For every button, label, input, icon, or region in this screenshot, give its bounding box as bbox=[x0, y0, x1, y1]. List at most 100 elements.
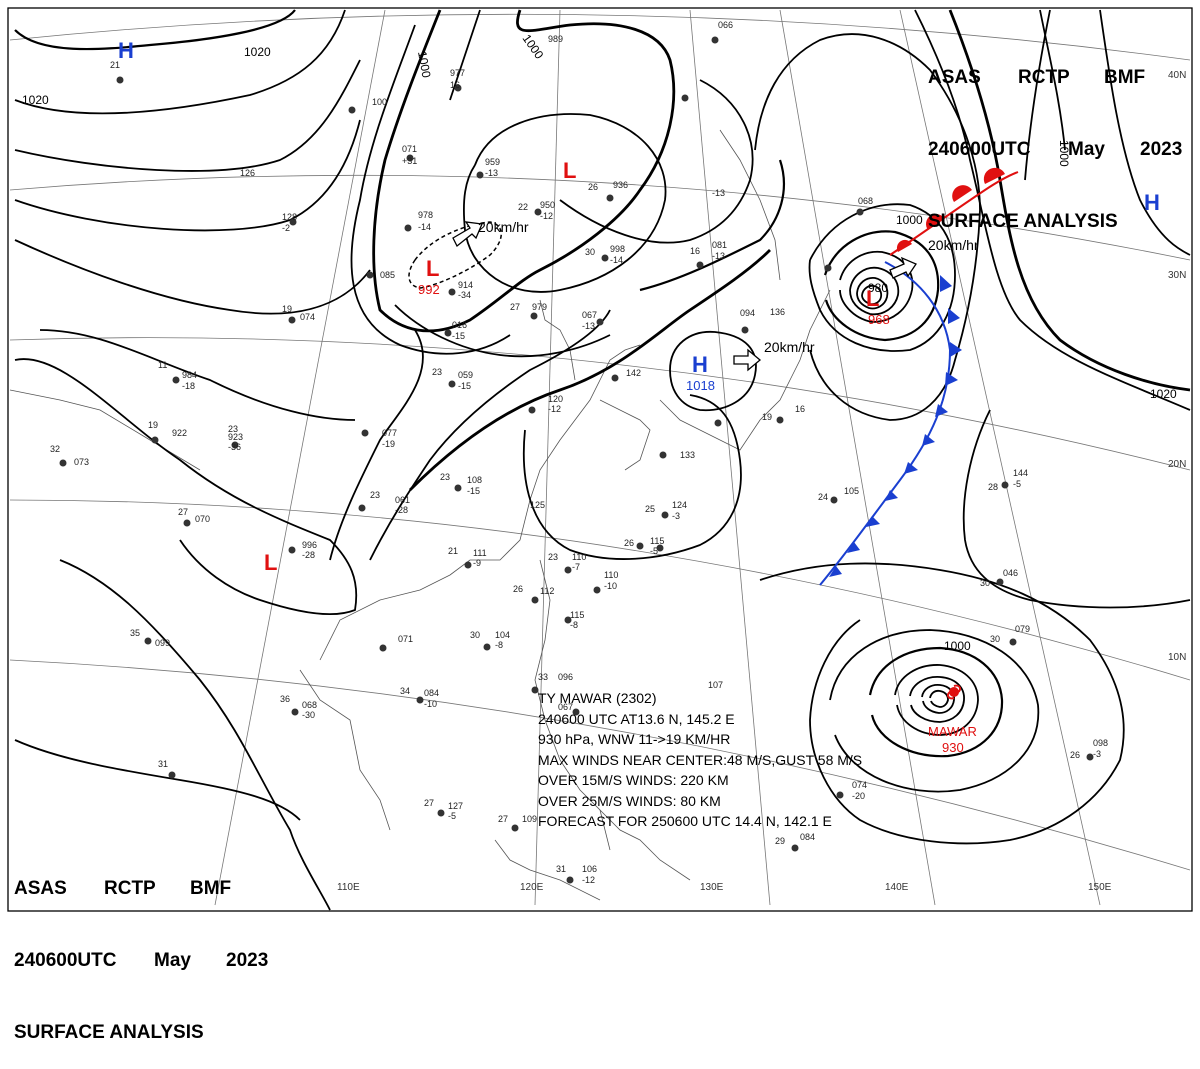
header-code-3: BMF bbox=[1104, 67, 1146, 88]
header-bottom-left: ASAS RCTP BMF 240600UTC May 2023 SURFACE… bbox=[14, 829, 268, 1069]
station-label: 128 bbox=[282, 212, 297, 222]
station-label: 19 bbox=[762, 412, 772, 422]
isobar-label: 1020 bbox=[1150, 387, 1177, 401]
station-label: 104 bbox=[495, 630, 510, 640]
station-label: -8 bbox=[495, 640, 503, 650]
station-label: 30 bbox=[585, 247, 595, 257]
station-label: 959 bbox=[485, 157, 500, 167]
station-label: 998 bbox=[610, 244, 625, 254]
station-label: 30 bbox=[980, 578, 990, 588]
station-label: 23 bbox=[370, 490, 380, 500]
station-label: 066 bbox=[718, 20, 733, 30]
high-center-pacific: H bbox=[1144, 190, 1160, 215]
station-label: 30 bbox=[470, 630, 480, 640]
station-label: 36 bbox=[280, 694, 290, 704]
high-center-nw: H bbox=[118, 38, 134, 63]
station-label: 979 bbox=[532, 302, 547, 312]
cold-front bbox=[819, 261, 962, 586]
station-label: 133 bbox=[680, 450, 695, 460]
station-label: 978 bbox=[418, 210, 433, 220]
station-label: 061 bbox=[395, 495, 410, 505]
station-label: 115 bbox=[650, 536, 664, 546]
station-label: 126 bbox=[240, 168, 255, 178]
station-label: -34 bbox=[458, 290, 471, 300]
lon-label-110: 110E bbox=[337, 882, 360, 893]
station-label: 144 bbox=[1013, 468, 1028, 478]
station-label: 067 bbox=[582, 310, 597, 320]
isobar-label: 1000 bbox=[944, 639, 971, 653]
station-label: 16 bbox=[690, 246, 700, 256]
station-label: -3 bbox=[672, 511, 680, 521]
station-label: 21 bbox=[110, 60, 120, 70]
station-label: 11 bbox=[158, 360, 167, 370]
station-label: -12 bbox=[548, 404, 561, 414]
typhoon-info-line: TY MAWAR (2302) bbox=[538, 690, 657, 706]
station-label: -14 bbox=[610, 255, 623, 265]
header-code-2: RCTP bbox=[1018, 67, 1070, 88]
header-year: 2023 bbox=[226, 950, 269, 971]
station-label: 34 bbox=[400, 686, 410, 696]
station-label: 142 bbox=[626, 368, 641, 378]
station-label: 127 bbox=[448, 801, 463, 811]
station-label: 073 bbox=[74, 457, 89, 467]
station-label: 094 bbox=[740, 308, 755, 318]
low-value-north-china: 992 bbox=[418, 282, 440, 297]
lon-label-120: 120E bbox=[520, 882, 544, 893]
typhoon-info-line: 240600 UTC AT13.6 N, 145.2 E bbox=[538, 710, 735, 727]
station-label: -15 bbox=[458, 381, 471, 391]
warm-front bbox=[889, 167, 1019, 256]
header-month: May bbox=[154, 950, 191, 971]
header-time: 240600UTC bbox=[14, 950, 117, 971]
motion-arrows bbox=[452, 221, 917, 372]
station-label: 071 bbox=[398, 634, 413, 644]
lat-label-20: 20N bbox=[1168, 459, 1186, 470]
station-label: -5 bbox=[448, 811, 456, 821]
station-label: 124 bbox=[672, 500, 687, 510]
motion-label-east-china-sea: 20km/hr bbox=[764, 339, 815, 355]
low-center-southwest-china: L bbox=[264, 550, 277, 575]
station-label: 26 bbox=[588, 182, 598, 192]
typhoon-info-line: OVER 15M/S WINDS: 220 KM bbox=[538, 772, 729, 788]
header-time: 240600UTC bbox=[928, 139, 1031, 160]
station-label: 098 bbox=[1093, 738, 1108, 748]
station-label: 068 bbox=[858, 196, 873, 206]
station-label: 067 bbox=[558, 702, 573, 712]
isobar-label: 980 bbox=[868, 281, 888, 295]
station-label: 111 bbox=[473, 548, 487, 558]
station-label: 112 bbox=[540, 586, 554, 596]
station-label: 099 bbox=[155, 638, 170, 648]
station-label: 33 bbox=[538, 672, 548, 682]
station-label: 084 bbox=[800, 832, 815, 842]
motion-label-north-china: 20km/hr bbox=[478, 219, 529, 235]
header-top-right: ASAS RCTP BMF 240600UTC May 2023 SURFACE… bbox=[928, 18, 1182, 258]
header-line2: 240600UTC May 2023 bbox=[928, 138, 1182, 162]
station-label: 16 bbox=[795, 404, 805, 414]
station-label: 30 bbox=[990, 634, 1000, 644]
station-label: -7 bbox=[572, 562, 580, 572]
station-label: 081 bbox=[712, 240, 727, 250]
station-label: 29 bbox=[775, 836, 785, 846]
header-line1: ASAS RCTP BMF bbox=[14, 877, 268, 901]
typhoon-pressure-label: 930 bbox=[942, 740, 964, 755]
station-label: -28 bbox=[302, 550, 315, 560]
isobar-label: 1020 bbox=[244, 45, 271, 59]
motion-labels: 20km/hr 20km/hr 20km/hr bbox=[478, 219, 979, 355]
station-label: -12 bbox=[582, 875, 595, 885]
station-label: -19 bbox=[382, 439, 395, 449]
station-label: 19 bbox=[282, 304, 292, 314]
latitude-lines bbox=[9, 13, 1191, 871]
station-label: -10 bbox=[424, 699, 437, 709]
station-label: 989 bbox=[548, 34, 563, 44]
station-label: 936 bbox=[613, 180, 628, 190]
station-label: 106 bbox=[582, 864, 597, 874]
station-label: 068 bbox=[302, 700, 317, 710]
high-center-east-china-sea: H bbox=[692, 352, 708, 377]
isobar-label: 1000 bbox=[415, 50, 433, 79]
station-label: 23 bbox=[432, 367, 442, 377]
header-code-1: ASAS bbox=[14, 878, 67, 899]
station-label: 27 bbox=[424, 798, 434, 808]
station-label: 31 bbox=[158, 759, 168, 769]
station-label: 23 bbox=[548, 552, 558, 562]
lat-label-10: 10N bbox=[1168, 652, 1186, 663]
station-label: 950 bbox=[540, 200, 555, 210]
